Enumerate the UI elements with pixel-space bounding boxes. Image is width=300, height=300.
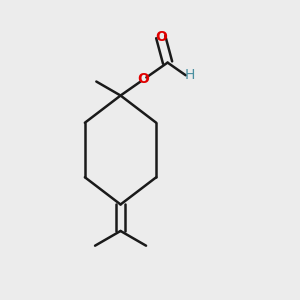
- Text: H: H: [184, 68, 195, 82]
- Text: O: O: [137, 73, 149, 86]
- Text: O: O: [155, 30, 167, 44]
